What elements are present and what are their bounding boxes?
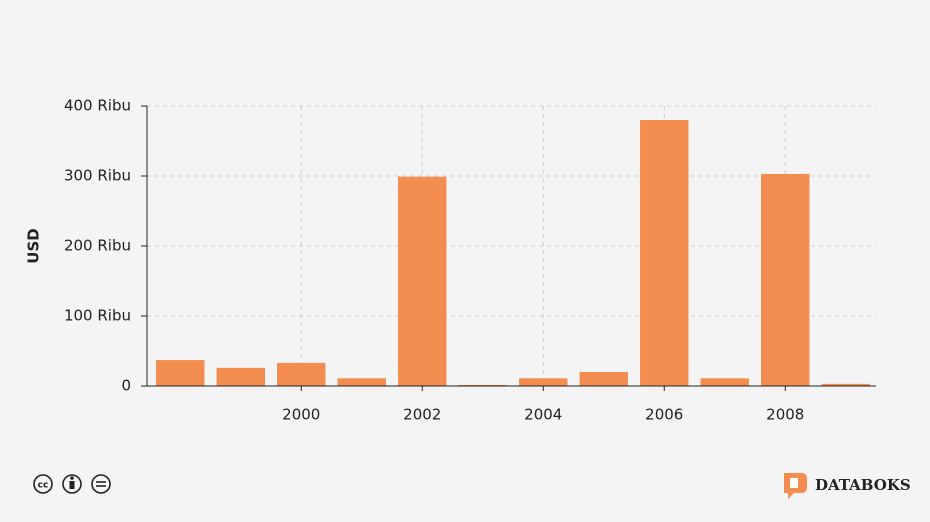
y-tick-label: 100 Ribu [64,307,131,325]
y-axis-label: USD [25,228,43,263]
y-tick-label: 200 Ribu [64,237,131,255]
x-tick-label: 2006 [645,406,683,424]
bar [458,384,507,386]
bar [821,383,870,386]
y-tick-label: 0 [121,377,131,395]
bar [579,372,628,386]
brand-logo [784,473,807,499]
bar [640,120,689,386]
bar [700,378,749,386]
brand-name: DATABOKS [815,476,911,494]
y-tick-label: 400 Ribu [64,97,131,115]
x-tick-label: 2002 [403,406,441,424]
bar [337,378,386,386]
bar [277,362,326,386]
x-tick-label: 2004 [524,406,562,424]
license-icons: cc [33,474,111,494]
svg-text:cc: cc [38,481,49,491]
x-tick-label: 2000 [282,406,320,424]
bar [398,176,447,386]
y-tick-label: 300 Ribu [64,167,131,185]
bar [761,173,810,386]
bar [156,360,205,386]
bar [519,378,568,386]
x-tick-label: 2008 [766,406,804,424]
bar [216,367,265,386]
